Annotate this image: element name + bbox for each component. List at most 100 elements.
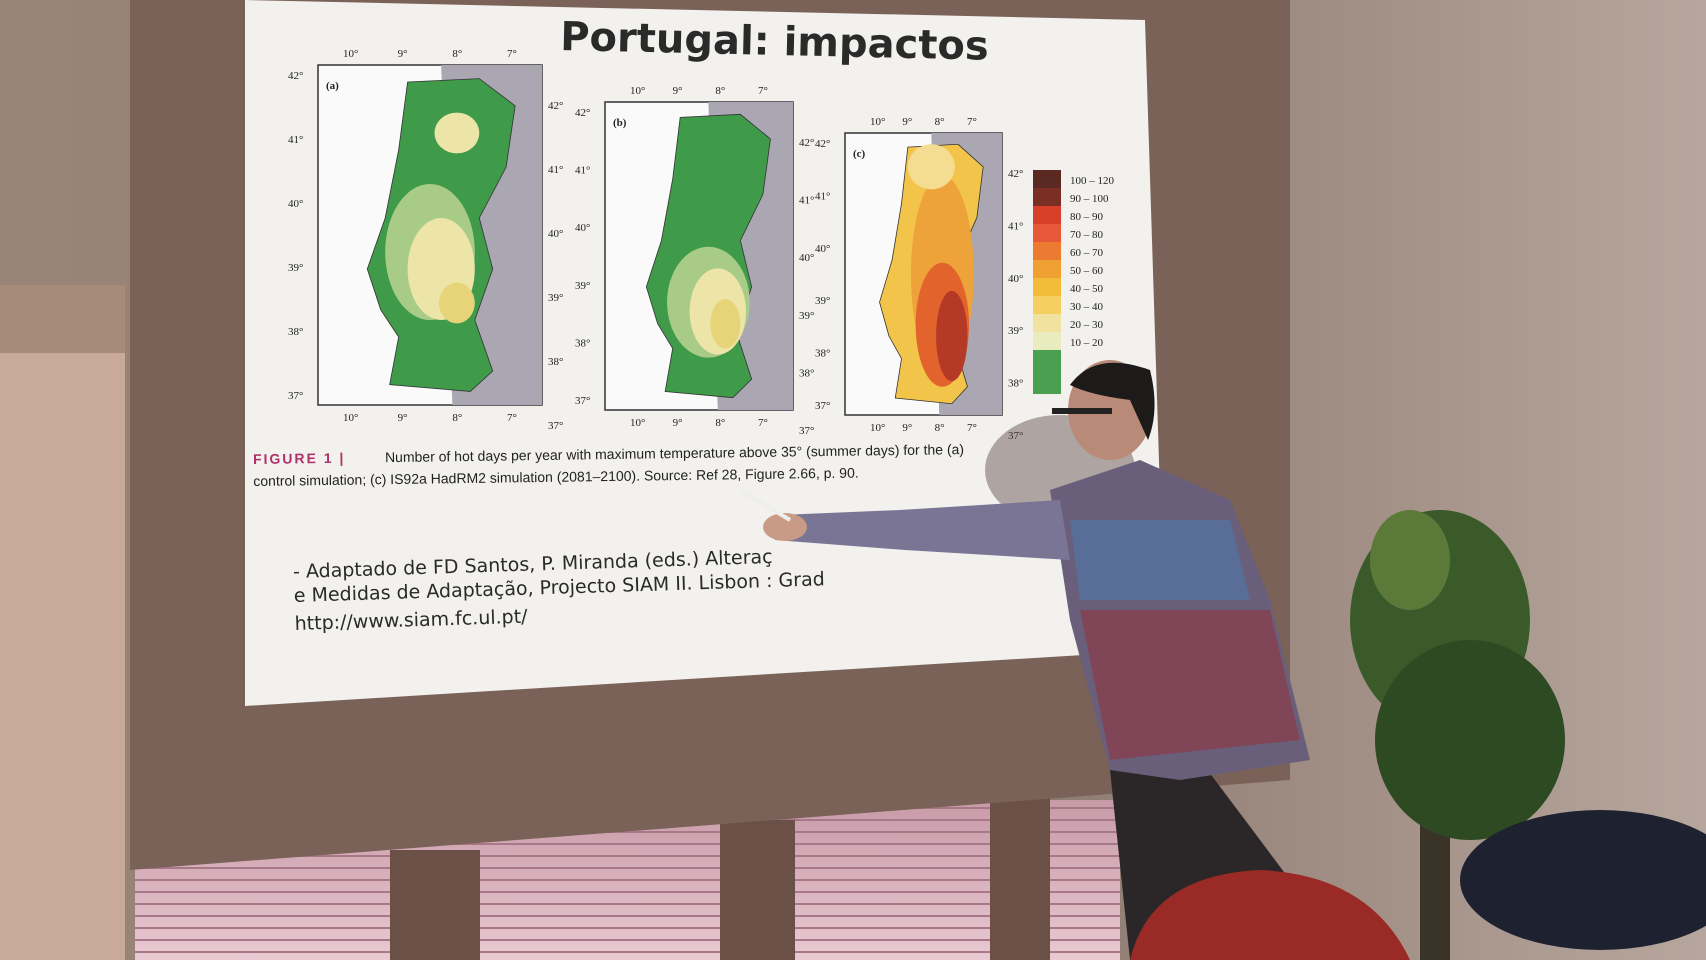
lon-label: 10° [343,48,358,60]
lon-label: 7° [507,412,517,424]
window-frame [720,820,795,960]
lat-label: 40° [1008,273,1023,285]
left-board [0,285,125,960]
maps: (a)42°42°41°41°40°40°39°39°38°38°37°37°1… [288,48,1023,442]
lat-label: 38° [288,326,303,338]
lon-label: 9° [673,85,683,97]
caption-label: FIGURE 1 | [253,450,346,467]
legend-label: 50 – 60 [1070,265,1104,277]
legend-swatch [1033,242,1061,260]
lon-label: 7° [758,417,768,429]
lat-label: 37° [548,420,563,432]
lon-label: 7° [507,48,517,60]
legend-label: 40 – 50 [1070,283,1104,295]
contour-zone [438,282,475,324]
lon-label: 9° [398,48,408,60]
lat-label: 42° [548,100,563,112]
lat-label: 41° [799,195,814,207]
map: (c) 42° 42° 41° 41° 40° 40° 39° 39° 38° 38° 37° 37° 1… [815,116,1023,442]
legend-swatch [1033,296,1061,314]
lat-label: 41° [815,190,830,202]
lon-label: 8° [452,412,462,424]
legend-swatch [1033,260,1061,278]
contour-zone [907,144,955,190]
chair [1130,870,1410,960]
legend: 100 – 120 90 – 100 80 – 90 70 – 80 60 – 70 50… [1033,170,1115,394]
lat-label: 37° [799,425,814,437]
legend-label: 10 – 20 [1070,337,1104,349]
lat-label: 42° [1008,168,1023,180]
lat-label: 39° [575,280,590,292]
contour-zone [434,112,480,154]
lon-label: 10° [630,85,645,97]
contour-zone [710,299,741,349]
lat-label: 37° [575,395,590,407]
lon-label: 7° [967,116,977,128]
lon-label: 7° [758,85,768,97]
lat-label: 40° [575,222,590,234]
window-frame [990,790,1050,960]
lat-label: 37° [288,390,303,402]
left-board-top [0,285,125,353]
lat-label: 42° [575,107,590,119]
lat-label: 39° [815,295,830,307]
legend-swatch [1033,350,1061,394]
legend-label: 60 – 70 [1070,247,1104,259]
window-frame [390,850,480,960]
map-label: (a) [326,80,339,92]
lon-label: 9° [902,422,912,434]
legend-label: 80 – 90 [1070,211,1104,223]
lon-label: 8° [452,48,462,60]
lon-label: 9° [902,116,912,128]
lat-label: 37° [815,400,830,412]
lat-label: 39° [548,292,563,304]
lat-label: 41° [1008,220,1023,232]
lat-label: 40° [548,228,563,240]
lon-label: 8° [715,417,725,429]
lat-label: 40° [815,243,830,255]
lat-label: 41° [288,134,303,146]
legend-label: 70 – 80 [1070,229,1104,241]
legend-swatch [1033,332,1061,350]
legend-label: 100 – 120 [1070,175,1115,187]
lon-label: 10° [870,116,885,128]
lon-label: 8° [935,422,945,434]
legend-swatch [1033,278,1061,296]
lat-label: 38° [548,356,563,368]
lon-label: 10° [343,412,358,424]
lat-label: 38° [815,348,830,360]
lon-label: 7° [967,422,977,434]
jacket [1460,810,1706,950]
lat-label: 38° [575,337,590,349]
lat-label: 40° [799,252,814,264]
lon-label: 10° [870,422,885,434]
legend-swatch [1033,224,1061,242]
slide-title: Portugal: impactos [560,14,989,70]
lat-label: 39° [799,310,814,322]
lat-label: 41° [548,164,563,176]
map: (a) 42° 42° 41° 41° 40° 40° 39° 39° 38° 38° 37° 37° 1… [288,48,563,432]
lat-label: 41° [575,165,590,177]
lon-label: 9° [398,412,408,424]
lat-label: 38° [799,367,814,379]
lat-label: 37° [1008,430,1023,442]
lat-label: 40° [288,198,303,210]
lon-label: 8° [715,85,725,97]
lon-label: 8° [935,116,945,128]
legend-swatch [1033,314,1061,332]
lat-label: 39° [288,262,303,274]
map-label: (b) [613,117,627,129]
legend-swatch [1033,188,1061,206]
lat-label: 42° [815,138,830,150]
plant [1350,510,1565,960]
map-label: (c) [853,148,866,160]
lon-label: 10° [630,417,645,429]
lat-label: 42° [799,137,814,149]
map: (b) 42° 42° 41° 41° 40° 40° 39° 39° 38° 38° 37° 37° 1… [575,85,814,437]
legend-swatch [1033,170,1061,188]
legend-swatch [1033,206,1061,224]
lat-label: 39° [1008,325,1023,337]
legend-label: 30 – 40 [1070,301,1104,313]
legend-label: 20 – 30 [1070,319,1104,331]
